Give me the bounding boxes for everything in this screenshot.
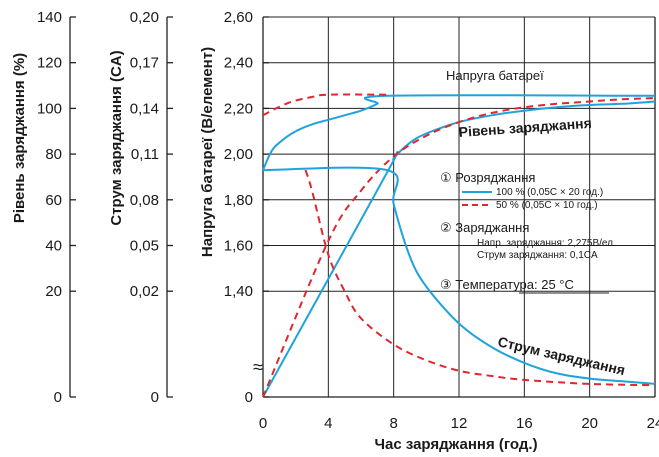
x-tick-label: 4 [324,415,332,432]
x-tick-label: 0 [259,415,267,432]
capacity-tick-label: 20 [45,283,62,300]
current-tick-label: 0,08 [130,192,159,209]
current-axis-title: Струм заряджання (CA) [108,50,125,225]
charge-current-label: Струм заряджання [496,333,626,378]
legend-charging-voltage: Напр. заряджання: 2,275В/ел. [477,238,616,249]
voltage-tick-label: 1,80 [224,192,253,209]
legend-temperature: ③ Температура: 25 °C [440,277,574,292]
capacity-tick-label: 60 [45,192,62,209]
voltage-tick-label: 2,20 [224,100,253,117]
current-dashed-series-line [304,169,656,387]
voltage-solid-series-line [262,94,656,171]
x-tick-label: 20 [581,415,598,432]
voltage-dashed-series-line [262,93,388,117]
capacity-tick-label: 40 [45,238,62,255]
current-tick-label: 0,20 [130,9,159,26]
voltage-tick-label: 2,40 [224,55,253,72]
x-tick-label: 16 [516,415,533,432]
legend-charging-title: ② Заряджання [440,220,529,235]
capacity-tick-label: 120 [37,55,62,72]
voltage-tick-label: 0 [245,389,253,406]
voltage-tick-label: 2,60 [224,9,253,26]
voltage-tick-label: 1,40 [224,283,253,300]
legend-discharge-100: 100 % (0,05C × 20 год.) [496,187,603,198]
capacity-axis-title: Рівень заряджання (%) [11,53,28,223]
capacity-tick-label: 100 [37,100,62,117]
current-tick-label: 0 [151,389,159,406]
plot-axes [69,16,656,398]
current-tick-label: 0,11 [131,146,159,163]
legend: ① Розряджання 100 % (0,05C × 20 год.) 50… [440,170,616,294]
x-axis-title: Час заряджання (год.) [374,436,537,453]
battery-voltage-label: Напруга батареї [446,68,544,83]
voltage-axis-title: Напруга батареї (В/елемент) [199,47,216,257]
voltage-tick-label: 1,60 [224,238,253,255]
current-tick-label: 0,17 [130,55,159,72]
capacity-dashed-series-line [262,97,656,398]
x-tick-label: 8 [389,415,397,432]
capacity-tick-label: 80 [45,146,62,163]
x-tick-label: 24 [647,415,659,432]
current-tick-label: 0,02 [130,283,159,300]
tick-labels: 1401201008060402000,200,170,140,110,080,… [37,9,659,432]
current-tick-label: 0,05 [130,238,159,255]
data-series [262,93,656,398]
capacity-tick-label: 140 [37,9,62,26]
current-tick-label: 0,14 [130,100,159,117]
legend-discharge-50: 50 % (0,05C × 10 год.) [496,200,598,211]
capacity-tick-label: 0 [54,389,62,406]
legend-discharge-title: ① Розряджання [440,170,535,185]
axis-break-mark: ≈ [253,357,263,377]
voltage-tick-label: 2,00 [224,146,253,163]
x-tick-label: 12 [451,415,468,432]
legend-charging-current: Струм заряджання: 0,1CA [477,250,598,261]
current-solid-series-line [262,166,656,385]
